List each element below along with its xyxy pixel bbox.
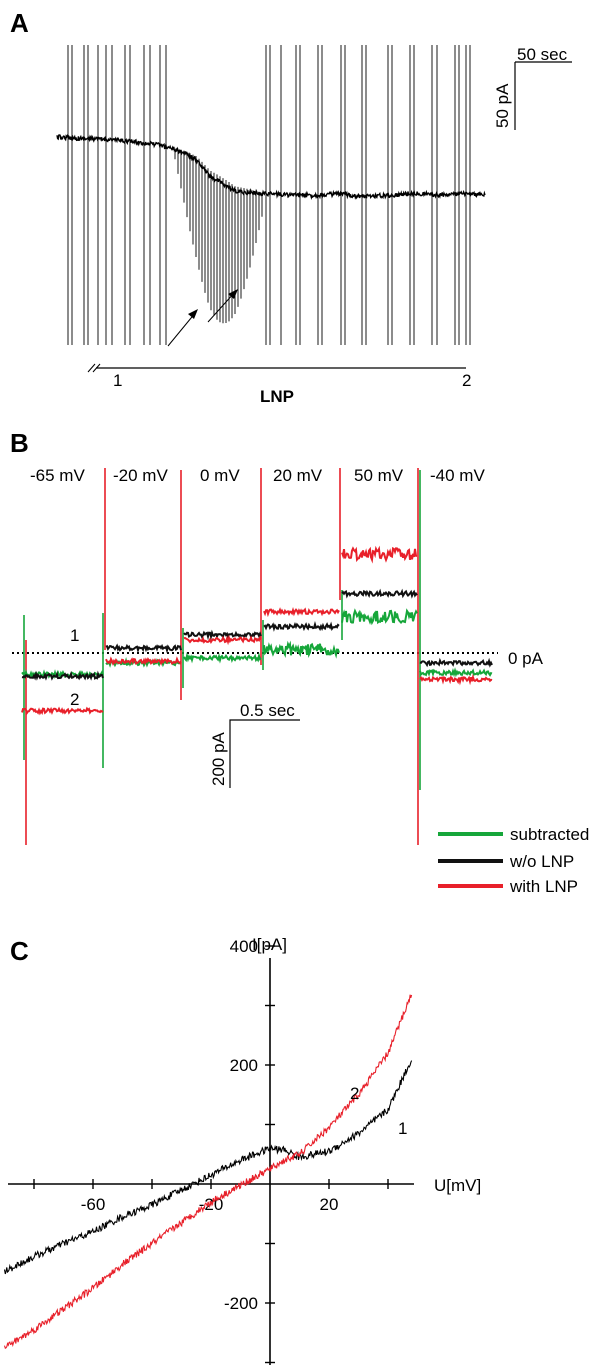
trace-marker-1: 1 [70, 626, 79, 645]
trace-w-o-lnp-step-4 [263, 621, 340, 632]
panel-b-scalebar: 0.5 sec 200 pA [209, 701, 300, 788]
x-tick-label: -60 [81, 1195, 106, 1214]
step-label-3: 0 mV [200, 466, 240, 485]
arrow-2-head [228, 289, 238, 299]
trace-marker-2: 2 [70, 690, 79, 709]
timeline-lnp-label: LNP [260, 387, 294, 406]
panel-b-voltage-labels: -65 mV -20 mV 0 mV 20 mV 50 mV -40 mV [30, 466, 485, 485]
panel-a-arrows [167, 289, 238, 347]
trace-subtracted-step-6 [419, 667, 493, 678]
y-axis-label: I[pA] [252, 935, 287, 954]
trace-subtracted-step-5 [341, 608, 418, 626]
panel-c-letter: C [10, 936, 29, 966]
trace-w-o-lnp-step-5 [341, 588, 418, 599]
iv-curve-2 [3, 994, 413, 1350]
panel-a-scalebar: 50 sec 50 pA [493, 45, 572, 130]
panel-a-timeline: 1 2 LNP [87, 363, 471, 406]
trace-subtracted-step-4 [263, 640, 340, 659]
legend-label-with-lnp: with LNP [509, 877, 578, 896]
timeline-break-1 [87, 363, 96, 373]
trace-w-o-lnp-step-2 [105, 643, 182, 654]
scalebar-b-time-label: 0.5 sec [240, 701, 295, 720]
scalebar-b-lines [229, 719, 300, 788]
trace-with-lnp-step-6 [419, 673, 493, 686]
scalebar-a-time-label: 50 sec [517, 45, 568, 64]
y-tick-label: 400 [230, 937, 258, 956]
panel-b-traces [21, 468, 493, 845]
panel-b-letter: B [10, 428, 29, 458]
timeline-end-label: 2 [462, 371, 471, 390]
x-axis-label: U[mV] [434, 1176, 481, 1195]
step-label-4: 20 mV [273, 466, 323, 485]
arrow-2-shaft [207, 291, 236, 323]
panel-a-current-trace [56, 134, 486, 200]
x-tick-label: 20 [320, 1195, 339, 1214]
arrow-1-head [188, 309, 198, 319]
y-tick-label: 200 [230, 1056, 258, 1075]
zero-current-label: 0 pA [508, 649, 544, 668]
legend-label-without-lnp: w/o LNP [509, 852, 574, 871]
trace-with-lnp-step-2 [105, 656, 182, 666]
panel-c-curves [3, 994, 413, 1350]
curve-label-1: 1 [398, 1119, 407, 1138]
panel-a-spikes [67, 45, 471, 345]
step-label-1: -65 mV [30, 466, 85, 485]
step-label-5: 50 mV [354, 466, 404, 485]
arrow-1-shaft [167, 311, 197, 347]
trace-with-lnp-step-1 [21, 706, 104, 716]
scalebar-a-current-label: 50 pA [493, 83, 512, 128]
trace-with-lnp-step-4 [263, 606, 340, 618]
trace-w-o-lnp-step-1 [21, 670, 104, 681]
y-tick-label: -200 [224, 1294, 258, 1313]
scalebar-b-current-label: 200 pA [209, 731, 228, 786]
iv-curve-1 [3, 1060, 413, 1275]
legend-label-subtracted: subtracted [510, 825, 589, 844]
step-label-6: -40 mV [430, 466, 485, 485]
panel-b-legend: subtracted w/o LNP with LNP [438, 825, 589, 896]
trace-with-lnp-step-3 [183, 634, 262, 646]
trace-subtracted-step-3 [183, 651, 262, 664]
panel-a-trace [56, 134, 486, 200]
trace-w-o-lnp-step-3 [183, 629, 262, 641]
curve-label-2: 2 [350, 1084, 359, 1103]
panel-a-letter: A [10, 8, 29, 38]
step-label-2: -20 mV [113, 466, 168, 485]
timeline-start-label: 1 [113, 371, 122, 390]
trace-w-o-lnp-step-6 [419, 657, 493, 668]
trace-with-lnp-step-5 [341, 545, 418, 564]
